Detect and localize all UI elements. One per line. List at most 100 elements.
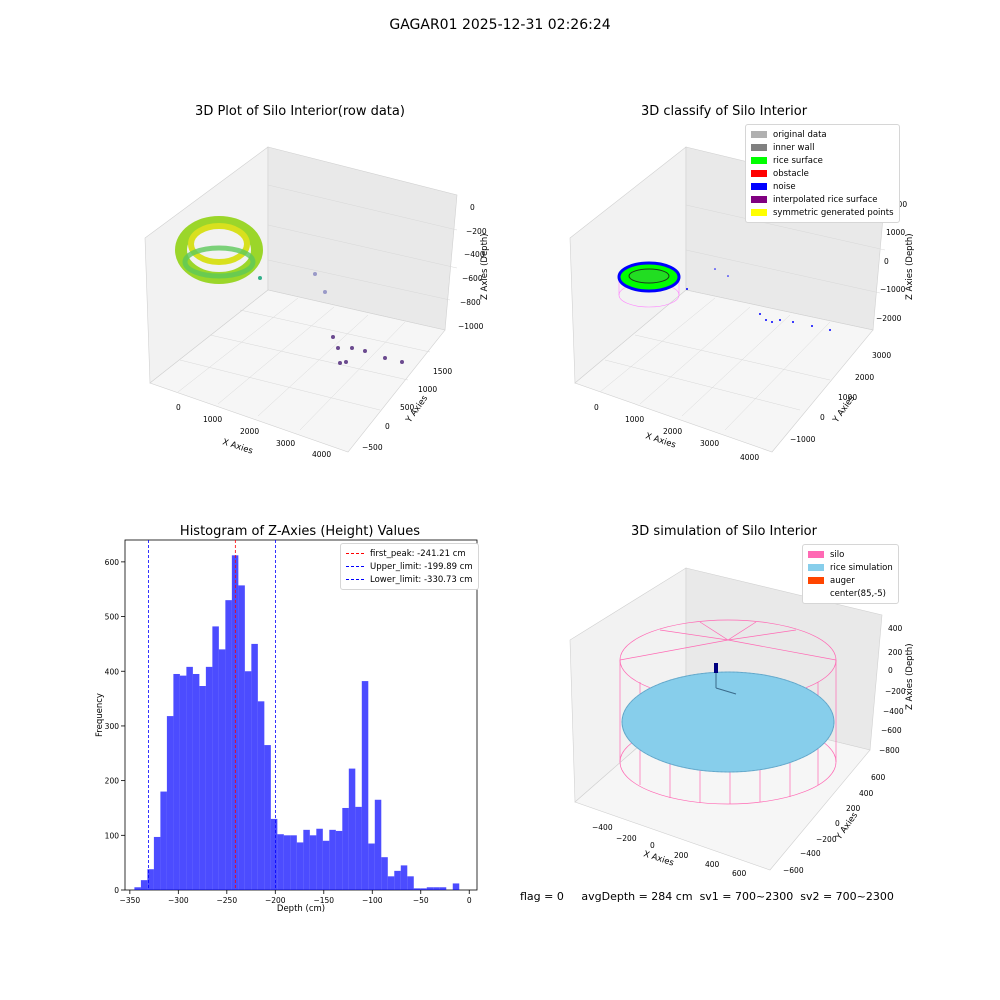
legend-entry: auger — [808, 574, 893, 587]
simulation-ztick-0: 400 — [888, 624, 903, 633]
raw-ztick-3: −600 — [462, 274, 483, 283]
legend-entry: rice surface — [751, 154, 894, 167]
histogram-ylabel: Frequency — [95, 693, 105, 737]
histogram-bar — [309, 835, 317, 890]
histogram-bar — [153, 836, 161, 890]
classify-xtick-1: 1000 — [625, 415, 644, 424]
classify-ytick-3: 0 — [820, 413, 825, 422]
raw-gridlines — [177, 184, 458, 431]
classify-xtick-0: 0 — [594, 403, 599, 412]
simulation-xtick-1: −200 — [616, 834, 637, 843]
histogram-bar — [433, 887, 440, 890]
histogram-bar — [439, 887, 447, 890]
simulation-xtick-5: 600 — [732, 869, 747, 878]
legend-label: rice surface — [773, 155, 823, 166]
simulation-rice-surface — [621, 671, 835, 773]
histogram-ytick-label: 0 — [114, 886, 119, 895]
histogram-bar — [251, 643, 258, 890]
histogram-bar — [374, 799, 382, 890]
legend-label: Lower_limit: -330.73 cm — [370, 574, 473, 585]
legend-swatch — [751, 157, 767, 164]
classify-ytick-4: −1000 — [790, 435, 816, 444]
legend-entry: symmetric generated points — [751, 206, 894, 219]
raw-ytick-4: −500 — [362, 443, 383, 452]
simulation-ytick-3: 0 — [835, 819, 840, 828]
histogram-bar — [244, 671, 252, 890]
histogram-bar — [179, 675, 187, 890]
legend-label: noise — [773, 181, 796, 192]
raw-ytick-0: 1500 — [433, 367, 452, 376]
histogram-bar — [420, 888, 427, 890]
histogram-bar — [329, 829, 336, 890]
legend-line — [346, 566, 364, 567]
simulation-legend: silo rice simulation auger center(85,-5) — [802, 544, 899, 604]
legend-entry: inner wall — [751, 141, 894, 154]
classify-gridlines — [599, 204, 886, 431]
histogram-xtick-label: −300 — [168, 896, 189, 905]
classify-noise-points — [686, 268, 831, 331]
simulation-ztick-4: −400 — [883, 707, 904, 716]
legend-entry: rice simulation — [808, 561, 893, 574]
raw-xtick-0: 0 — [176, 403, 181, 412]
legend-entry: obstacle — [751, 167, 894, 180]
legend-swatch — [751, 170, 767, 177]
simulation-auger — [714, 663, 737, 695]
simulation-ytick-5: −400 — [800, 849, 821, 858]
simulation-ztick-1: 200 — [888, 648, 903, 657]
histogram-xtick-label: −250 — [217, 896, 238, 905]
histogram-xtick-label: −50 — [413, 896, 429, 905]
legend-entry: silo — [808, 548, 893, 561]
legend-line — [346, 553, 364, 554]
raw-ztick-1: −200 — [466, 227, 487, 236]
histogram-ytick-label: 500 — [105, 613, 120, 622]
histogram-chart: −350 −300 −250 −200 −150 −100 −50 0 0 100 200 300 4… — [95, 539, 478, 914]
simulation-rice-mesh — [621, 671, 835, 773]
simulation-ytick-0: 600 — [871, 773, 886, 782]
histogram-bar — [257, 701, 265, 890]
legend-label: interpolated rice surface — [773, 194, 878, 205]
raw-xlabel: X Axies — [221, 437, 254, 456]
classify-xtick-4: 4000 — [740, 453, 759, 462]
legend-label: silo — [830, 549, 845, 560]
histogram-xtick-label: −100 — [362, 896, 383, 905]
classify-ztick-1: 1000 — [886, 228, 905, 237]
legend-label: auger — [830, 575, 855, 586]
raw-xtick-2: 2000 — [240, 427, 259, 436]
classify-plot-title: 3D classify of Silo Interior — [640, 104, 808, 119]
simulation-ytick-4: −200 — [816, 835, 837, 844]
simulation-xtick-0: −400 — [592, 823, 613, 832]
histogram-bar — [277, 834, 284, 890]
histogram-bar — [218, 649, 226, 890]
classify-xtick-3: 3000 — [700, 439, 719, 448]
histogram-xlabel: Depth (cm) — [277, 904, 325, 914]
classify-pane-floor — [574, 289, 874, 453]
histogram-bar — [160, 791, 167, 890]
simulation-ytick-6: −600 — [783, 866, 804, 875]
histogram-bar — [368, 843, 375, 890]
histogram-bar — [173, 673, 180, 890]
histogram-bar — [387, 876, 395, 890]
raw-ring-top — [188, 223, 250, 265]
raw-xtick-4: 4000 — [312, 450, 331, 459]
histogram-ytick-label: 300 — [105, 722, 120, 731]
classify-ztick-2: 0 — [884, 257, 889, 266]
simulation-ztick-2: 0 — [888, 666, 893, 675]
simulation-xlabel: X Axies — [642, 849, 675, 868]
histogram-bar — [342, 807, 349, 890]
histogram-bar — [225, 600, 232, 890]
classify-ztick-4: −2000 — [876, 314, 902, 323]
status-flag: flag = 0 — [520, 890, 564, 903]
classify-3d-plot: 0 1000 2000 3000 4000 X Axies 3000 2000 … — [569, 146, 915, 462]
histogram-bar — [400, 865, 408, 890]
histogram-bar — [166, 716, 174, 890]
legend-label: rice simulation — [830, 562, 893, 573]
legend-label: Upper_limit: -199.89 cm — [370, 561, 473, 572]
histogram-bar — [140, 880, 148, 890]
status-avg-depth: avgDepth = 284 cm — [581, 890, 693, 903]
histogram-bar — [452, 883, 460, 890]
histogram-ytick-label: 200 — [105, 777, 120, 786]
histogram-bar — [355, 806, 362, 890]
histogram-xtick-label: −350 — [120, 896, 141, 905]
legend-swatch — [808, 577, 824, 584]
histogram-bar — [290, 835, 297, 890]
